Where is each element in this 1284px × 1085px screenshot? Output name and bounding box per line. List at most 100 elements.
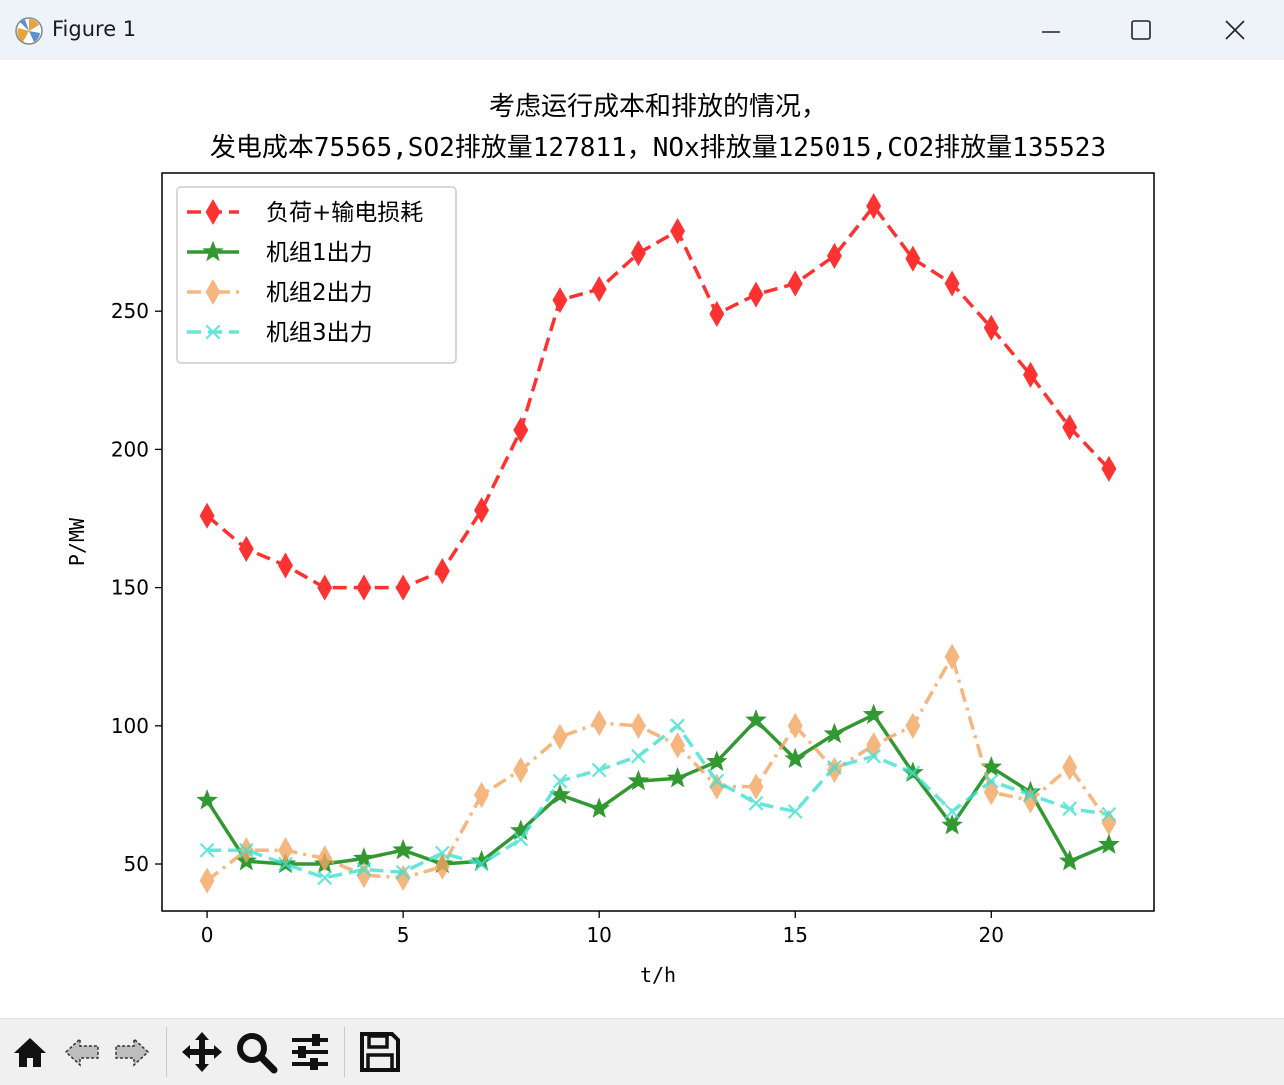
close-button[interactable]	[1190, 0, 1280, 60]
data-point	[983, 779, 999, 806]
sliders-icon	[292, 1034, 328, 1070]
minimize-icon	[1042, 31, 1060, 33]
close-icon	[1225, 20, 1245, 40]
data-point	[631, 748, 646, 764]
data-point	[866, 748, 882, 764]
data-point	[1062, 414, 1078, 441]
data-point	[826, 242, 842, 269]
data-point	[552, 773, 568, 789]
arrow-left-icon	[64, 1037, 99, 1067]
x-axis-label: t/h	[640, 963, 676, 987]
data-point	[944, 804, 960, 819]
data-point	[434, 557, 450, 585]
x-tick-label: 5	[397, 923, 410, 947]
data-point	[205, 278, 221, 306]
data-point	[434, 853, 450, 880]
data-point	[513, 831, 529, 847]
navigation-toolbar	[0, 1018, 1284, 1085]
data-point	[278, 856, 293, 872]
chart-title-line1: 考虑运行成本和排放的情况，	[489, 92, 827, 122]
back-button[interactable]	[60, 1029, 104, 1075]
data-point	[202, 240, 224, 262]
data-point	[317, 574, 333, 601]
data-point	[983, 314, 999, 341]
data-point	[474, 497, 490, 524]
data-point	[552, 287, 568, 314]
data-point	[513, 756, 529, 784]
data-point	[591, 762, 607, 778]
legend-swatch	[187, 198, 239, 226]
legend-swatch	[187, 278, 239, 306]
data-point	[748, 281, 764, 308]
data-point	[745, 708, 767, 730]
series-line	[205, 713, 1110, 866]
data-point	[238, 535, 254, 562]
data-point	[1062, 754, 1078, 781]
data-point	[1023, 787, 1038, 803]
home-icon	[14, 1038, 46, 1067]
data-point	[630, 240, 646, 267]
series-3	[199, 643, 1117, 894]
data-point	[1058, 849, 1081, 871]
magnifier-icon	[237, 1033, 278, 1074]
data-point	[552, 723, 568, 750]
data-point	[627, 769, 650, 791]
data-point	[827, 759, 842, 775]
data-point	[356, 574, 372, 601]
series-2	[196, 703, 1120, 874]
data-point	[317, 870, 333, 886]
legend-swatch	[187, 324, 239, 340]
legend-label: 机组3出力	[266, 320, 373, 346]
forward-button[interactable]	[110, 1029, 154, 1075]
x-tick-label: 20	[979, 923, 1004, 947]
series-line	[207, 724, 1110, 880]
legend-box	[176, 186, 457, 364]
legend-label: 负荷+输电损耗	[266, 200, 423, 226]
minimize-button[interactable]	[1006, 0, 1096, 60]
data-point	[199, 867, 215, 894]
data-point	[866, 732, 882, 759]
pan-button[interactable]	[180, 1029, 224, 1075]
data-point	[196, 789, 218, 810]
data-point	[905, 765, 921, 781]
save-button[interactable]	[358, 1029, 402, 1075]
data-point	[317, 845, 333, 872]
data-point	[748, 795, 764, 811]
data-point	[278, 552, 293, 579]
data-point	[709, 773, 725, 789]
x-tick-label: 10	[586, 923, 611, 947]
series-line	[206, 654, 1111, 882]
data-point	[591, 709, 607, 737]
x-tick-label: 0	[201, 923, 214, 947]
line-chart: 考虑运行成本和排放的情况， 发电成本75565,SO2排放量127811，NOx…	[65, 92, 1155, 987]
y-tick-label: 150	[111, 576, 149, 600]
zoom-button[interactable]	[234, 1029, 278, 1075]
home-button[interactable]	[8, 1029, 52, 1075]
data-point	[709, 773, 725, 800]
y-tick-label: 200	[111, 437, 149, 461]
data-point	[199, 842, 215, 858]
data-point	[944, 270, 960, 297]
data-point	[630, 712, 646, 739]
data-point	[983, 773, 999, 789]
data-point	[474, 781, 490, 808]
plot-area: 0 5 10 15 20 50 100 150 200 250	[111, 172, 1155, 947]
data-point	[278, 837, 293, 864]
data-point	[944, 643, 960, 670]
data-point	[392, 838, 414, 860]
y-axis-label: P/MW	[65, 517, 89, 566]
configure-subplots-button[interactable]	[288, 1029, 332, 1075]
maximize-button[interactable]	[1096, 0, 1186, 60]
data-point	[862, 703, 885, 724]
figure-canvas: 考虑运行成本和排放的情况， 发电成本75565,SO2排放量127811，NOx…	[0, 60, 1284, 1018]
move-icon	[182, 1032, 222, 1072]
data-point	[670, 217, 686, 245]
toolbar-separator	[166, 1027, 167, 1077]
chart-title-line2: 发电成本75565,SO2排放量127811，NOx排放量125015,CO2排…	[210, 133, 1106, 163]
arrow-right-icon	[115, 1037, 150, 1067]
data-point	[591, 276, 607, 303]
data-point	[588, 797, 610, 818]
data-point	[395, 574, 411, 601]
data-point	[905, 712, 921, 739]
